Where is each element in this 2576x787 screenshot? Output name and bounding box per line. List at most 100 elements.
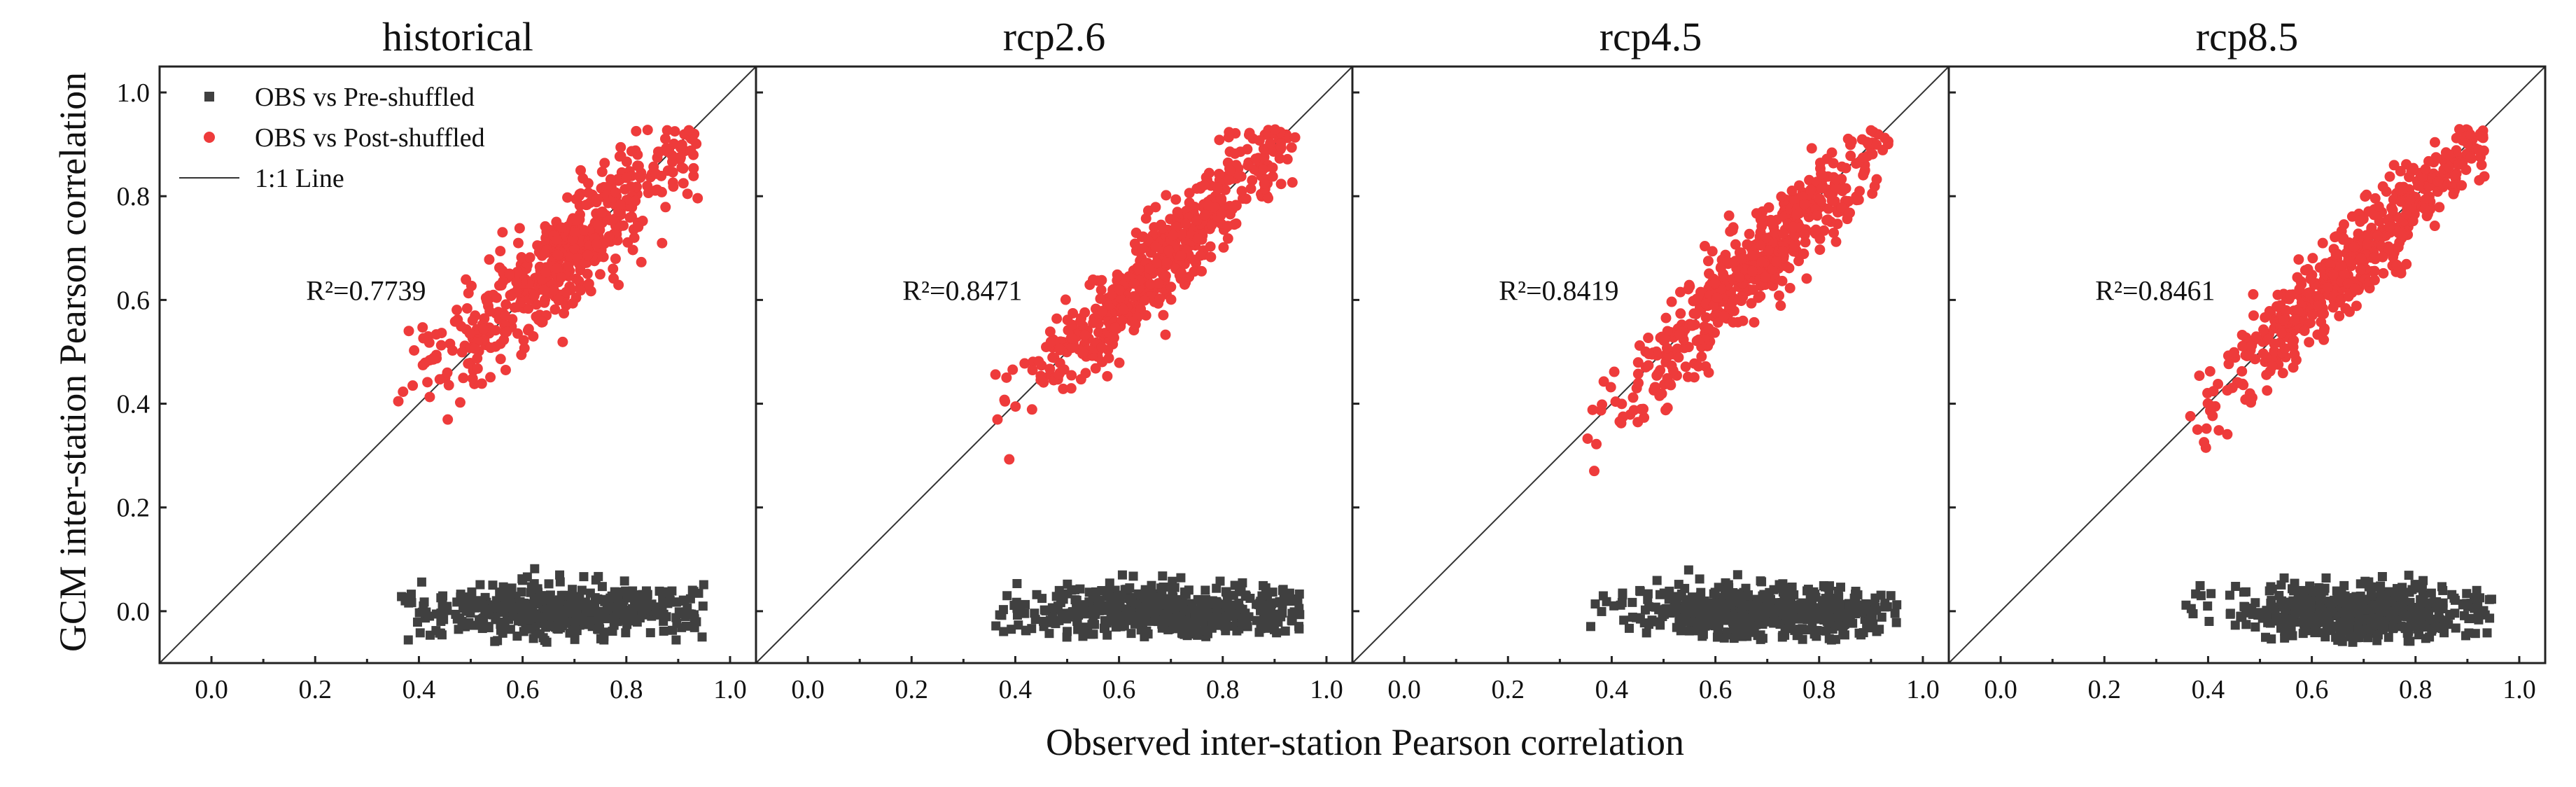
post-shuffled-point	[2448, 188, 2459, 200]
post-shuffled-point	[484, 254, 495, 265]
post-shuffled-point	[1128, 291, 1140, 302]
post-shuffled-point	[682, 188, 693, 200]
pre-shuffled-point	[687, 585, 697, 595]
post-shuffled-point	[1172, 207, 1183, 218]
post-shuffled-point	[563, 261, 574, 272]
pre-shuffled-point	[1067, 585, 1077, 595]
post-shuffled-point	[1216, 209, 1227, 220]
post-shuffled-point	[1763, 202, 1774, 213]
pre-shuffled-point	[2269, 602, 2278, 612]
pre-shuffled-point	[1212, 583, 1222, 593]
pre-shuffled-point	[692, 617, 701, 627]
pre-shuffled-point	[1842, 615, 1852, 625]
pre-shuffled-point	[2345, 632, 2355, 641]
post-shuffled-point	[1840, 162, 1851, 174]
pre-shuffled-point	[1695, 574, 1704, 584]
post-shuffled-point	[449, 316, 461, 327]
post-shuffled-point	[1079, 329, 1091, 340]
pre-shuffled-point	[1102, 630, 1112, 640]
post-shuffled-point	[2384, 221, 2395, 232]
series-pre-shuffled	[2181, 571, 2496, 647]
post-shuffled-point	[1675, 308, 1686, 319]
pre-shuffled-point	[517, 587, 526, 597]
pre-shuffled-point	[2356, 603, 2365, 613]
post-shuffled-point	[2372, 230, 2384, 242]
post-shuffled-point	[548, 284, 559, 295]
pre-shuffled-point	[1072, 616, 1082, 626]
pre-shuffled-point	[1215, 616, 1225, 626]
pre-shuffled-point	[2360, 615, 2370, 625]
pre-shuffled-point	[1640, 605, 1650, 615]
post-shuffled-point	[656, 170, 667, 181]
post-shuffled-point	[570, 215, 582, 226]
post-shuffled-point	[1666, 360, 1677, 371]
pre-shuffled-point	[1835, 583, 1845, 592]
post-shuffled-point	[1044, 326, 1056, 337]
post-shuffled-point	[1222, 233, 1233, 244]
post-shuffled-point	[2384, 171, 2395, 182]
post-shuffled-point	[1810, 224, 1821, 235]
post-shuffled-point	[1150, 202, 1161, 213]
post-shuffled-point	[2395, 196, 2407, 207]
pre-shuffled-point	[1076, 606, 1086, 615]
post-shuffled-point	[1110, 322, 1121, 333]
panel-title: rcp4.5	[1600, 14, 1702, 60]
pre-shuffled-point	[1643, 589, 1653, 599]
pre-shuffled-point	[1020, 608, 1030, 618]
post-shuffled-point	[1158, 309, 1169, 321]
pre-shuffled-point	[1856, 601, 1866, 611]
pre-shuffled-point	[2485, 613, 2495, 623]
post-shuffled-point	[2395, 267, 2407, 279]
post-shuffled-point	[512, 237, 524, 249]
post-shuffled-point	[1665, 378, 1676, 389]
post-shuffled-point	[2269, 338, 2280, 349]
pre-shuffled-point	[621, 628, 631, 638]
x-tick-label: 1.0	[1906, 675, 1940, 704]
post-shuffled-point	[1591, 438, 1602, 450]
pre-shuffled-point	[2288, 584, 2297, 594]
pre-shuffled-point	[2372, 636, 2382, 646]
x-tick-label: 0.2	[299, 675, 332, 704]
post-shuffled-point	[2262, 385, 2273, 396]
pre-shuffled-point	[1668, 606, 1678, 616]
post-shuffled-point	[591, 238, 602, 249]
y-tick-label: 0.0	[117, 597, 150, 627]
pre-shuffled-point	[1181, 590, 1191, 599]
post-shuffled-point	[990, 369, 1001, 380]
pre-shuffled-point	[1880, 599, 1890, 608]
pre-shuffled-point	[504, 597, 514, 607]
pre-shuffled-point	[1647, 615, 1657, 625]
post-shuffled-point	[1756, 256, 1768, 267]
pre-shuffled-point	[1756, 576, 1765, 586]
post-shuffled-point	[1257, 164, 1268, 175]
post-shuffled-point	[1718, 268, 1729, 279]
post-shuffled-point	[2223, 358, 2234, 370]
post-shuffled-point	[2244, 350, 2255, 361]
pre-shuffled-point	[1700, 596, 1709, 606]
legend-label: OBS vs Post-shuffled	[255, 123, 485, 153]
post-shuffled-point	[2269, 346, 2280, 357]
pre-shuffled-point	[1851, 586, 1861, 596]
pre-shuffled-point	[571, 613, 581, 622]
pre-shuffled-point	[1234, 585, 1244, 594]
pre-shuffled-point	[2261, 632, 2271, 642]
post-shuffled-point	[418, 333, 429, 344]
pre-shuffled-point	[1186, 629, 1196, 639]
post-shuffled-point	[463, 288, 474, 299]
post-shuffled-point	[1230, 200, 1241, 211]
pre-shuffled-point	[2288, 616, 2298, 626]
post-shuffled-point	[581, 199, 592, 210]
pre-shuffled-point	[1856, 630, 1866, 640]
pre-shuffled-point	[1130, 611, 1140, 621]
pre-shuffled-point	[542, 637, 552, 647]
post-shuffled-point	[1789, 241, 1800, 252]
post-shuffled-point	[1801, 273, 1812, 284]
post-shuffled-point	[2378, 267, 2389, 279]
post-shuffled-point	[2408, 162, 2419, 174]
pre-shuffled-point	[1252, 615, 1261, 625]
post-shuffled-point	[1027, 365, 1038, 376]
post-shuffled-point	[469, 343, 480, 354]
x-tick-label: 0.8	[2399, 675, 2432, 704]
post-shuffled-point	[2336, 260, 2347, 271]
